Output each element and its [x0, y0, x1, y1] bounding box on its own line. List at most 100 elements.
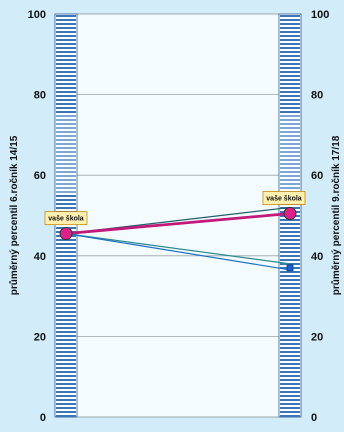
right-bar-stripe — [280, 227, 300, 229]
right-bar-stripe — [280, 155, 300, 157]
left-tick-label-20: 20 — [34, 331, 46, 343]
left-bar-stripe — [56, 383, 76, 385]
left-bar-stripe — [56, 279, 76, 281]
right-bar-stripe — [280, 179, 300, 181]
left-bar-stripe — [56, 395, 76, 397]
right-bar-stripe — [280, 27, 300, 29]
right-bar-stripe — [280, 379, 300, 381]
left-bar-stripe — [56, 203, 76, 205]
left-bar-stripe — [56, 303, 76, 305]
left-bar-stripe — [56, 387, 76, 389]
left-bar-stripe — [56, 63, 76, 65]
right-bar-stripe — [280, 271, 300, 273]
right-bar-stripe — [280, 127, 300, 129]
right-bar-stripe — [280, 311, 300, 313]
left-bar-stripe — [56, 351, 76, 353]
left-bar-stripe — [56, 99, 76, 101]
right-bar-stripe — [280, 163, 300, 165]
left-bar-stripe — [56, 159, 76, 161]
right-bar-stripe — [280, 87, 300, 89]
right-bar-stripe — [280, 287, 300, 289]
right-bar-stripe — [280, 79, 300, 81]
left-bar-stripe — [56, 155, 76, 157]
right-bar-stripe — [280, 415, 300, 417]
right-bar-stripe — [280, 315, 300, 317]
right-bar-stripe — [280, 123, 300, 125]
left-bar-stripe — [56, 79, 76, 81]
right-bar-stripe — [280, 283, 300, 285]
right-bar-stripe — [280, 147, 300, 149]
right-bar-stripe — [280, 239, 300, 241]
right-bar-stripe — [280, 383, 300, 385]
annotation-label-2: vaše škola — [266, 195, 302, 202]
left-bar-stripe — [56, 15, 76, 17]
left-bar-stripe — [56, 251, 76, 253]
right-bar-stripe — [280, 319, 300, 321]
left-bar-stripe — [56, 375, 76, 377]
right-bar-stripe — [280, 291, 300, 293]
right-tick-label-0: 0 — [311, 412, 317, 424]
left-bar-stripe — [56, 39, 76, 41]
left-bar-stripe — [56, 27, 76, 29]
right-bar-stripe — [280, 159, 300, 161]
left-bar-stripe — [56, 287, 76, 289]
right-bar-stripe — [280, 331, 300, 333]
right-bar-stripe — [280, 407, 300, 409]
right-bar-stripe — [280, 275, 300, 277]
left-bar-stripe — [56, 327, 76, 329]
right-bar-stripe — [280, 111, 300, 113]
right-bar-stripe — [280, 15, 300, 17]
left-bar-stripe — [56, 363, 76, 365]
right-bar-stripe — [280, 55, 300, 57]
left-bar-stripe — [56, 59, 76, 61]
right-bar-stripe — [280, 359, 300, 361]
left-bar-stripe — [56, 19, 76, 21]
left-bar-stripe — [56, 143, 76, 145]
annotation-tag-1 — [44, 211, 88, 226]
right-bar-stripe — [280, 295, 300, 297]
left-tick-label-60: 60 — [34, 170, 46, 182]
right-bar-stripe — [280, 323, 300, 325]
right-bar-stripe — [280, 347, 300, 349]
right-bar-stripe — [280, 187, 300, 189]
left-bar-stripe — [56, 283, 76, 285]
right-bar-stripe — [280, 255, 300, 257]
right-bar-stripe — [280, 135, 300, 137]
left-bar-stripe — [56, 407, 76, 409]
left-bar-stripe — [56, 47, 76, 49]
right-bar-stripe — [280, 327, 300, 329]
left-bar-stripe — [56, 83, 76, 85]
right-tick-label-80: 80 — [311, 90, 323, 102]
left-bar-stripe — [56, 167, 76, 169]
right-bar-stripe — [280, 167, 300, 169]
left-bar-stripe — [56, 71, 76, 73]
right-bar-stripe — [280, 67, 300, 69]
right-bar-stripe — [280, 31, 300, 33]
right-bar-stripe — [280, 143, 300, 145]
left-bar-stripe — [56, 95, 76, 97]
right-bar-stripe — [280, 223, 300, 225]
left-bar-stripe — [56, 399, 76, 401]
right-tick-label-60: 60 — [311, 170, 323, 182]
left-bar-stripe — [56, 139, 76, 141]
left-bar-stripe — [56, 391, 76, 393]
right-bar-stripe — [280, 91, 300, 93]
left-bar-stripe — [56, 171, 76, 173]
right-bar-stripe — [280, 235, 300, 237]
right-bar-stripe — [280, 171, 300, 173]
right-bar-stripe — [280, 119, 300, 121]
left-bar-stripe — [56, 179, 76, 181]
right-bar-stripe — [280, 395, 300, 397]
right-bar-stripe — [280, 339, 300, 341]
right-bar-stripe — [280, 231, 300, 233]
left-tick-label-40: 40 — [34, 251, 46, 263]
left-bar-stripe — [56, 335, 76, 337]
right-bar-stripe — [280, 151, 300, 153]
annotation-tag-2 — [262, 191, 306, 205]
right-bar-stripe — [280, 307, 300, 309]
left-tick-label-100: 100 — [28, 9, 46, 21]
left-bar-stripe — [56, 103, 76, 105]
marker-circle-2 — [283, 206, 297, 220]
right-bar-stripe — [280, 351, 300, 353]
left-bar-stripe — [56, 339, 76, 341]
